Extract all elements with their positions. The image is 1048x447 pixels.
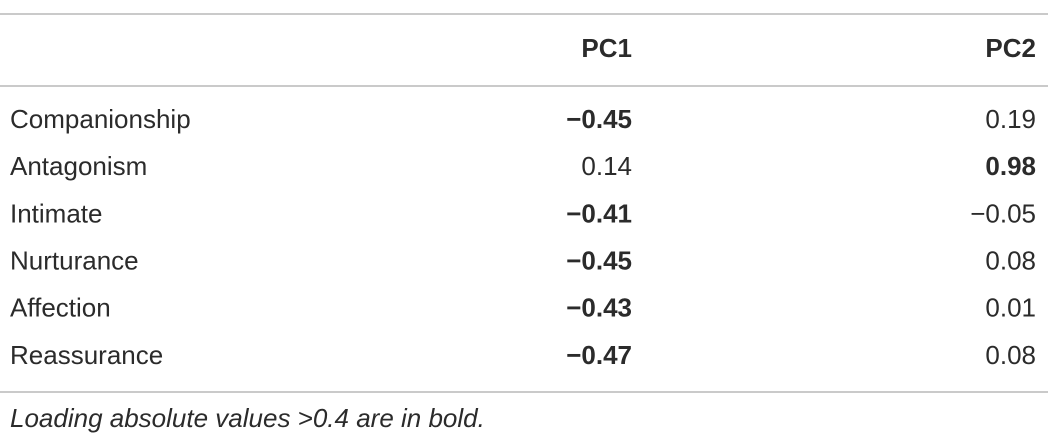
cell: −0.47 <box>566 340 632 370</box>
cell: −0.43 <box>566 293 632 323</box>
column-header: PC1 <box>581 33 632 63</box>
row-label: Reassurance <box>10 340 163 370</box>
cell: −0.45 <box>566 104 632 134</box>
cell: 0.08 <box>985 340 1036 370</box>
footnote: Loading absolute values >0.4 are in bold… <box>10 403 485 433</box>
row-label: Nurturance <box>10 245 139 275</box>
cell: −0.41 <box>566 198 632 228</box>
column-header: PC2 <box>985 33 1036 63</box>
cell: −0.05 <box>970 198 1036 228</box>
row-label: Antagonism <box>10 151 147 181</box>
row-label: Intimate <box>10 198 103 228</box>
cell: 0.01 <box>985 293 1036 323</box>
row-label: Affection <box>10 293 111 323</box>
cell: 0.08 <box>985 245 1036 275</box>
cell: 0.14 <box>581 151 632 181</box>
cell: 0.19 <box>985 104 1036 134</box>
row-label: Companionship <box>10 104 191 134</box>
cell: −0.45 <box>566 245 632 275</box>
cell: 0.98 <box>985 151 1036 181</box>
